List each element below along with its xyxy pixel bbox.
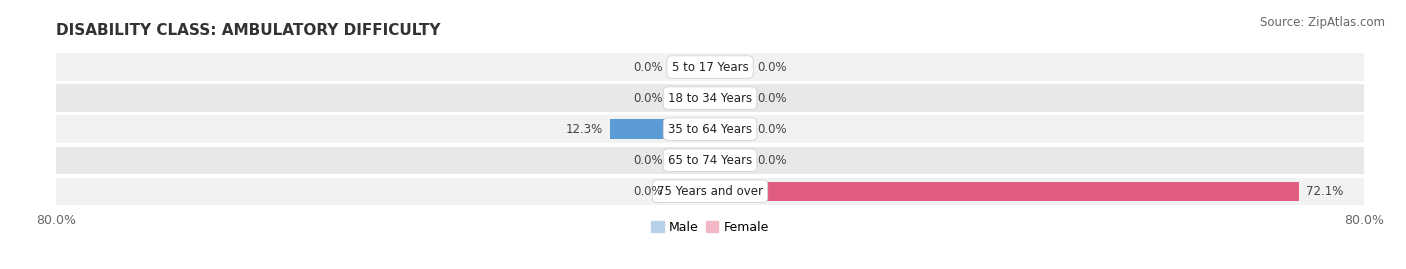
Text: 0.0%: 0.0% (633, 61, 662, 73)
Bar (56, 84, 1364, 112)
Text: 5 to 17 Years: 5 to 17 Years (672, 61, 748, 73)
Bar (710, 57, 751, 77)
Text: 0.0%: 0.0% (633, 91, 662, 105)
Text: 18 to 34 Years: 18 to 34 Years (668, 91, 752, 105)
Text: 72.1%: 72.1% (1306, 185, 1343, 198)
Legend: Male, Female: Male, Female (647, 216, 773, 239)
Text: 0.0%: 0.0% (758, 154, 787, 167)
Text: 65 to 74 Years: 65 to 74 Years (668, 154, 752, 167)
Text: 12.3%: 12.3% (565, 123, 603, 136)
Text: Source: ZipAtlas.com: Source: ZipAtlas.com (1260, 16, 1385, 29)
Bar (56, 115, 1364, 143)
Bar (669, 151, 710, 170)
Text: 0.0%: 0.0% (758, 61, 787, 73)
Text: 0.0%: 0.0% (633, 154, 662, 167)
Bar (710, 151, 751, 170)
Text: 0.0%: 0.0% (633, 185, 662, 198)
Bar (610, 119, 710, 139)
Bar (669, 182, 710, 201)
Bar (56, 178, 1364, 205)
Text: 0.0%: 0.0% (758, 91, 787, 105)
Bar (669, 89, 710, 108)
Bar (710, 89, 751, 108)
Bar (710, 182, 1299, 201)
Bar (56, 147, 1364, 174)
Text: 0.0%: 0.0% (758, 123, 787, 136)
Bar (710, 119, 751, 139)
Bar (56, 53, 1364, 81)
Text: DISABILITY CLASS: AMBULATORY DIFFICULTY: DISABILITY CLASS: AMBULATORY DIFFICULTY (56, 23, 440, 38)
Bar (669, 57, 710, 77)
Text: 35 to 64 Years: 35 to 64 Years (668, 123, 752, 136)
Text: 75 Years and over: 75 Years and over (657, 185, 763, 198)
